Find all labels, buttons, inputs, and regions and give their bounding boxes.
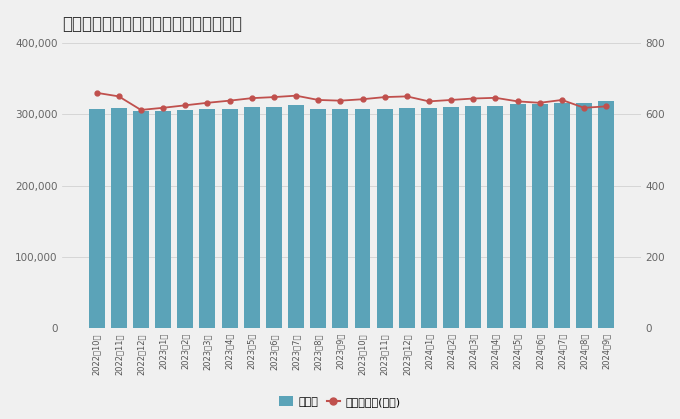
預かり資産(億円): [292, 93, 300, 98]
Bar: [576, 103, 592, 328]
Bar: [310, 109, 326, 328]
Bar: [421, 108, 437, 328]
Bar: [155, 111, 171, 328]
預かり資産(億円): [314, 98, 322, 103]
Bar: [465, 106, 481, 328]
Bar: [509, 104, 526, 328]
Line: 預かり資産(億円): 預かり資産(億円): [95, 91, 609, 112]
Bar: [243, 107, 260, 328]
預かり資産(億円): [381, 95, 389, 100]
預かり資産(億円): [492, 95, 500, 100]
預かり資産(億円): [159, 105, 167, 110]
Bar: [288, 105, 304, 328]
Bar: [377, 109, 392, 328]
預かり資産(億円): [181, 103, 189, 108]
預かり資産(億円): [137, 107, 145, 112]
Bar: [598, 101, 614, 328]
Bar: [488, 106, 503, 328]
Legend: 口座数, 預かり資産(億円): 口座数, 預かり資産(億円): [275, 392, 405, 411]
Bar: [111, 108, 126, 328]
預かり資産(億円): [92, 91, 101, 96]
Bar: [222, 109, 237, 328]
Text: ヒロセ通商の口座数と預かり資産の推移: ヒロセ通商の口座数と預かり資産の推移: [63, 15, 242, 33]
預かり資産(億円): [447, 98, 455, 103]
Bar: [88, 109, 105, 328]
Bar: [133, 111, 149, 328]
Bar: [399, 109, 415, 328]
預かり資産(億円): [580, 105, 588, 110]
預かり資産(億円): [469, 96, 477, 101]
預かり資産(億円): [403, 94, 411, 99]
預かり資産(億円): [337, 98, 345, 103]
預かり資産(億円): [270, 95, 278, 100]
預かり資産(億円): [115, 94, 123, 99]
預かり資産(億円): [358, 97, 367, 102]
Bar: [443, 107, 459, 328]
Bar: [333, 109, 348, 328]
Bar: [199, 109, 216, 328]
預かり資産(億円): [248, 96, 256, 101]
預かり資産(億円): [536, 100, 544, 105]
Bar: [266, 107, 282, 328]
預かり資産(億円): [203, 100, 211, 105]
預かり資産(億円): [425, 99, 433, 104]
Bar: [554, 103, 570, 328]
預かり資産(億円): [602, 104, 611, 109]
Bar: [532, 104, 548, 328]
預かり資産(億円): [226, 98, 234, 103]
預かり資産(億円): [558, 98, 566, 103]
Bar: [354, 109, 371, 328]
Bar: [177, 110, 193, 328]
預かり資産(億円): [513, 99, 522, 104]
